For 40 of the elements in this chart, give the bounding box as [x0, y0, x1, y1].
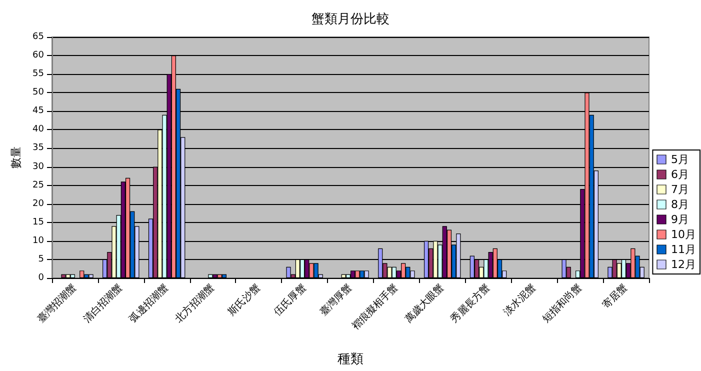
- x-tick-label: 北方招潮蟹: [172, 281, 217, 326]
- chart-title: 蟹類月份比較: [312, 12, 390, 27]
- x-tick-label: 萬歲大眼蟹: [402, 281, 446, 326]
- legend-label: 7月: [671, 183, 690, 196]
- x-tick-label: 秀麗長方蟹: [448, 281, 492, 326]
- x-tick-label: 斯氏沙蟹: [226, 281, 263, 318]
- bar: [80, 270, 84, 278]
- y-tick-label: 5: [38, 254, 44, 264]
- x-tick-label: 清白招潮蟹: [80, 281, 125, 326]
- y-tick-label: 35: [32, 143, 44, 154]
- x-axis-title: 種類: [338, 352, 364, 367]
- x-tick-label: 淡水泥蟹: [501, 281, 538, 318]
- legend-label: 10月: [671, 228, 696, 241]
- y-tick-label: 60: [32, 50, 44, 61]
- y-tick-label: 50: [32, 88, 44, 98]
- y-tick-label: 30: [32, 162, 44, 172]
- x-tick-label: 臺灣招潮蟹: [35, 281, 79, 326]
- bar: [222, 274, 227, 278]
- legend-label: 5月: [671, 153, 690, 166]
- x-tick-label: 短指和尚蟹: [540, 281, 584, 326]
- y-tick-label: 65: [32, 32, 44, 42]
- x-tick-label: 臺灣厚蟹: [318, 281, 354, 318]
- y-tick-label: 10: [32, 236, 44, 246]
- legend-label: 11月: [671, 243, 696, 256]
- legend-label: 8月: [671, 198, 690, 211]
- bar: [70, 274, 75, 278]
- y-tick-label: 55: [32, 69, 44, 80]
- y-tick-label: 15: [32, 217, 44, 228]
- x-tick-label: 伍氏厚蟹: [272, 281, 308, 318]
- y-axis-title: 數量: [10, 146, 23, 168]
- y-tick-label: 25: [32, 180, 44, 190]
- x-tick-label: 弧邊招潮蟹: [126, 281, 171, 326]
- y-tick-label: 0: [38, 273, 44, 283]
- y-tick-label: 45: [32, 106, 44, 116]
- y-tick-label: 40: [32, 124, 44, 135]
- y-tick-label: 20: [32, 198, 44, 209]
- legend-label: 12月: [671, 258, 696, 271]
- legend-label: 9月: [671, 213, 690, 226]
- x-tick-label: 寄居蟹: [600, 281, 630, 312]
- legend-label: 6月: [671, 168, 690, 181]
